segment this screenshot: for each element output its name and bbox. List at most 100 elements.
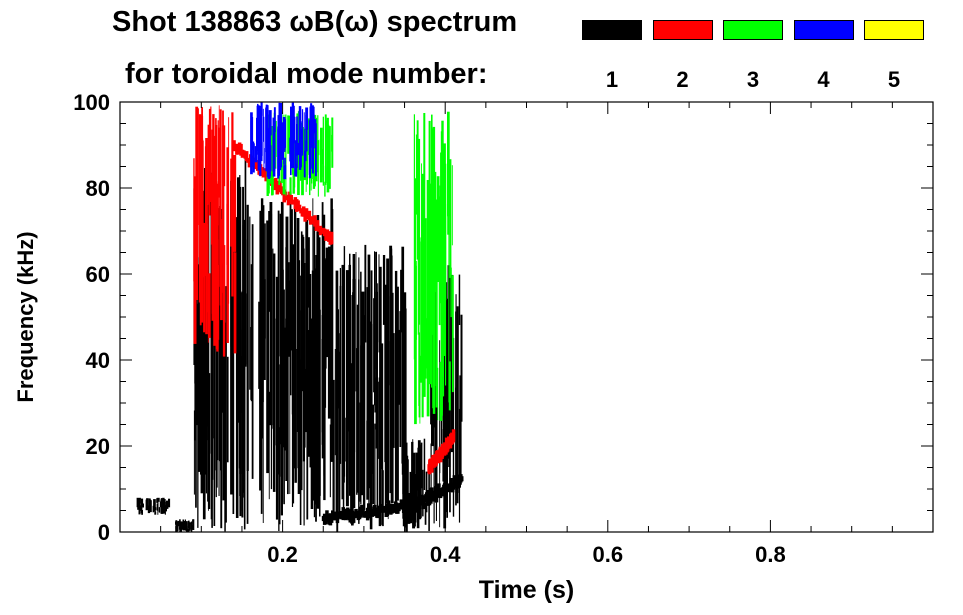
spectrum-streak xyxy=(312,112,315,137)
spectrum-streak xyxy=(374,251,376,406)
spectrum-streak xyxy=(213,218,215,488)
spectrum-streak xyxy=(259,222,262,352)
spectrum-streak xyxy=(233,252,237,354)
spectrum-streak xyxy=(452,337,455,517)
spectrum-streak xyxy=(305,115,308,152)
spectrum-streak xyxy=(435,439,437,521)
spectrum-streak xyxy=(303,112,305,177)
spectrum-ridge-mark xyxy=(332,511,336,518)
spectrum-streak xyxy=(445,204,447,386)
y-tick-label: 80 xyxy=(86,176,110,201)
spectrum-streak xyxy=(390,370,393,448)
spectrum-streak xyxy=(216,239,219,352)
spectrum-streak xyxy=(217,120,219,226)
spectrum-streak xyxy=(310,103,313,148)
spectrum-streak xyxy=(189,522,192,525)
spectrum-ridge-mark xyxy=(343,513,348,521)
spectrum-streak xyxy=(360,271,362,452)
spectrum-streak xyxy=(298,110,300,153)
spectrum-streak xyxy=(416,120,419,260)
spectrum-streak xyxy=(335,270,339,513)
x-axis-label: Time (s) xyxy=(479,576,574,604)
spectrum-streak xyxy=(138,505,142,511)
mode-2-series xyxy=(193,105,456,475)
spectrum-streak xyxy=(377,381,379,459)
spectrum-streak xyxy=(302,127,304,152)
spectrum-streak xyxy=(358,279,360,524)
spectrum-ridge-mark xyxy=(304,208,309,218)
spectrum-streak xyxy=(305,155,307,192)
spectrum-streak xyxy=(175,520,178,530)
y-tick-label: 40 xyxy=(86,348,110,373)
spectrum-streak xyxy=(292,104,294,132)
spectrum-streak xyxy=(446,361,449,425)
spectrum-ridge-mark xyxy=(260,167,264,174)
spectrum-streak xyxy=(313,221,316,485)
spectrum-streak xyxy=(280,335,283,516)
spectrum-streak xyxy=(327,127,330,142)
spectrum-streak xyxy=(306,297,309,520)
spectrum-streak xyxy=(386,258,390,503)
spectrum-streak xyxy=(323,258,326,501)
spectrum-streak xyxy=(456,306,459,493)
spectrum-streak xyxy=(210,238,212,520)
spectrum-streak xyxy=(436,176,440,282)
spectrum-streak xyxy=(426,180,430,417)
y-tick-label: 0 xyxy=(98,520,110,545)
spectrum-streak xyxy=(418,332,420,406)
y-tick-label: 60 xyxy=(86,262,110,287)
spectrum-streak xyxy=(153,499,156,510)
spectrum-streak xyxy=(188,520,190,527)
spectrum-streak xyxy=(440,392,443,451)
spectrum-streak xyxy=(226,203,228,265)
spectrum-streak xyxy=(214,293,218,341)
spectrum-streak xyxy=(420,278,424,366)
spectrum-streak xyxy=(211,370,213,528)
spectrum-streak xyxy=(241,291,244,518)
spectrum-streak xyxy=(437,367,439,421)
spectrum-streak xyxy=(154,511,157,515)
spectrum-streak xyxy=(413,114,415,360)
x-tick-label: 0.4 xyxy=(430,542,461,567)
spectrum-streak xyxy=(458,274,461,325)
spectrum-streak xyxy=(200,115,204,323)
spectrum-streak xyxy=(230,180,233,495)
spectrum-streak xyxy=(435,199,438,408)
spectrum-ridge-mark xyxy=(313,215,317,227)
spectrum-streak xyxy=(259,111,262,176)
spectrum-streak xyxy=(428,120,431,310)
spectrum-ridge-mark xyxy=(367,503,371,515)
spectrum-streak xyxy=(292,278,295,504)
spectrum-streak xyxy=(356,304,360,493)
spectrum-streak xyxy=(260,102,263,116)
spectrum-streak xyxy=(260,112,263,162)
spectrum-streak xyxy=(342,277,345,352)
spectrum-streak xyxy=(352,278,356,509)
spectrum-streak xyxy=(193,158,195,282)
spectrum-streak xyxy=(414,178,417,330)
spectrum-streak xyxy=(275,276,279,520)
spectrum-streak xyxy=(274,125,276,171)
tick-labels: 0.2 0.4 0.6 0.8 0 20 40 60 80 100 xyxy=(73,90,785,567)
spectrum-streak xyxy=(420,442,423,489)
spectrum-streak xyxy=(378,377,382,527)
spectrum-streak xyxy=(202,140,204,278)
spectrum-streak xyxy=(331,209,334,402)
spectrum-streak xyxy=(190,521,193,532)
spectrum-streak xyxy=(308,330,311,457)
spectrum-streak xyxy=(266,220,269,474)
y-tick-label: 100 xyxy=(73,90,110,115)
spectrum-streak xyxy=(284,135,286,152)
spectrum-streak xyxy=(197,264,201,472)
spectrum-streak xyxy=(220,328,223,529)
spectrum-streak xyxy=(287,329,289,495)
spectrum-streak xyxy=(270,213,273,490)
spectrum-streak xyxy=(345,270,349,507)
spectrum-streak xyxy=(177,520,179,531)
spectrum-ridge-mark xyxy=(460,476,464,482)
spectrum-streak xyxy=(447,145,450,235)
spectrum-streak xyxy=(305,107,309,130)
spectrum-streak xyxy=(448,144,450,403)
spectrum-ridge-mark xyxy=(451,429,456,442)
